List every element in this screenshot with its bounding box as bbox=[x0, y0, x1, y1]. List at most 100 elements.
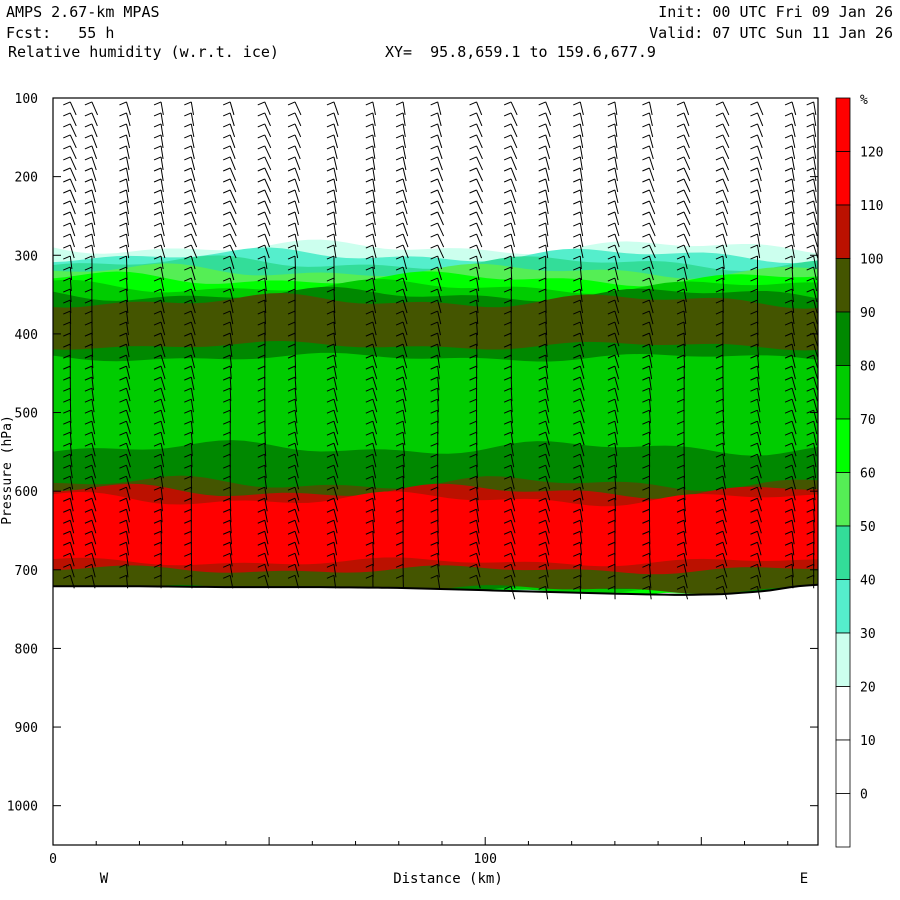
wind-barb-flag bbox=[750, 200, 758, 205]
wind-barb-staff bbox=[648, 586, 652, 600]
wind-barb-flag bbox=[469, 442, 477, 447]
wind-barb-staff bbox=[648, 222, 656, 237]
wind-barb-flag bbox=[469, 486, 477, 491]
wind-barb-flag bbox=[503, 101, 512, 106]
wind-barb-flag bbox=[676, 101, 685, 106]
wind-barb-staff bbox=[757, 509, 762, 523]
wind-barb-flag bbox=[784, 563, 793, 568]
wind-barb-flag bbox=[365, 453, 374, 458]
wind-barb-staff bbox=[125, 233, 130, 248]
wind-barb-staff bbox=[402, 332, 408, 347]
wind-barb-staff bbox=[545, 355, 548, 369]
wind-barb-staff bbox=[437, 200, 444, 215]
wind-barb-staff bbox=[372, 145, 376, 160]
colorbar-label: 30 bbox=[860, 627, 876, 642]
colorbar-label: 20 bbox=[860, 681, 876, 696]
wind-barb-flag bbox=[642, 233, 650, 238]
wind-barb-flag bbox=[365, 354, 374, 359]
wind-barb-flag bbox=[503, 255, 512, 260]
wind-barb-flag bbox=[365, 189, 374, 194]
wind-barb-staff bbox=[160, 454, 165, 468]
wind-barb-staff bbox=[190, 134, 195, 149]
wind-barb-flag bbox=[63, 420, 71, 425]
wind-barb-staff bbox=[579, 112, 584, 127]
wind-barb-staff bbox=[229, 575, 234, 589]
wind-barb-staff bbox=[545, 322, 548, 336]
wind-barb-staff bbox=[437, 366, 440, 380]
wind-barb-flag bbox=[676, 519, 685, 524]
wind-barb-staff bbox=[579, 189, 583, 204]
wind-barb-flag bbox=[715, 156, 724, 161]
wind-barb-flag bbox=[365, 376, 374, 381]
wind-barb-staff bbox=[579, 487, 584, 501]
wind-barb-staff bbox=[160, 321, 166, 336]
wind-barb-staff bbox=[69, 553, 75, 567]
wind-barb-flag bbox=[63, 222, 71, 227]
colorbar-swatch bbox=[835, 97, 851, 152]
wind-barb-flag bbox=[806, 475, 814, 480]
wind-barb-staff bbox=[333, 476, 339, 490]
wind-barb-flag bbox=[642, 409, 650, 414]
wind-barb-staff bbox=[614, 178, 619, 193]
wind-barb-staff bbox=[190, 233, 198, 248]
wind-barb-flag bbox=[503, 299, 512, 304]
wind-barb-flag bbox=[676, 178, 685, 183]
wind-barb-flag bbox=[63, 541, 71, 546]
wind-barb-flag bbox=[153, 222, 162, 227]
wind-barb-flag bbox=[63, 497, 71, 502]
wind-barb-flag bbox=[287, 497, 296, 502]
wind-barb-staff bbox=[683, 520, 687, 534]
wind-barb-staff bbox=[476, 564, 481, 578]
wind-barb-flag bbox=[430, 508, 438, 513]
wind-barb-staff bbox=[722, 289, 724, 303]
wind-barb-flag bbox=[538, 552, 546, 557]
wind-barb-staff bbox=[333, 189, 337, 204]
wind-barb-flag bbox=[607, 233, 616, 238]
wind-barb-flag bbox=[153, 112, 162, 117]
wind-barb-flag bbox=[223, 101, 231, 106]
wind-barb-flag bbox=[257, 277, 265, 282]
wind-barb-staff bbox=[683, 233, 691, 248]
wind-barb-staff bbox=[614, 156, 618, 171]
wind-barb-staff bbox=[510, 145, 518, 160]
wind-barb-flag bbox=[642, 585, 650, 590]
wind-barb-flag bbox=[573, 145, 581, 150]
wind-barb-staff bbox=[372, 189, 376, 204]
wind-barb-flag bbox=[784, 541, 793, 546]
wind-barb-flag bbox=[119, 244, 127, 249]
wind-barb-staff bbox=[91, 498, 97, 512]
wind-barb-staff bbox=[190, 421, 194, 435]
wind-barb-staff bbox=[648, 233, 656, 248]
wind-barb-staff bbox=[614, 388, 619, 402]
wind-barb-staff bbox=[579, 509, 583, 523]
wind-barb-staff bbox=[791, 267, 794, 281]
wind-barb-column bbox=[184, 101, 198, 589]
wind-barb-flag bbox=[365, 211, 374, 216]
wind-barb-staff bbox=[125, 311, 129, 325]
wind-barb-flag bbox=[430, 200, 438, 205]
wind-barb-flag bbox=[153, 508, 162, 513]
wind-barb-flag bbox=[287, 211, 296, 216]
wind-barb-staff bbox=[579, 178, 583, 193]
wind-barb-staff bbox=[648, 564, 652, 578]
wind-barb-staff bbox=[333, 101, 339, 116]
wind-barb-flag bbox=[223, 145, 231, 150]
wind-barb-flag bbox=[365, 277, 374, 282]
wind-barb-flag bbox=[84, 277, 93, 282]
wind-barb-flag bbox=[607, 112, 616, 117]
wind-barb-flag bbox=[257, 145, 265, 150]
wind-barb-staff bbox=[333, 222, 337, 237]
wind-barb-staff bbox=[264, 156, 272, 171]
wind-barb-staff bbox=[648, 156, 655, 171]
wind-barb-staff bbox=[756, 388, 761, 402]
wind-barb-flag bbox=[395, 134, 404, 139]
wind-barb-flag bbox=[573, 233, 581, 238]
wind-barb-flag bbox=[287, 266, 296, 271]
wind-barb-flag bbox=[326, 200, 335, 205]
wind-barb-staff bbox=[437, 288, 442, 303]
wind-barb-flag bbox=[223, 387, 231, 392]
wind-barb-flag bbox=[642, 453, 650, 458]
wind-barb-flag bbox=[430, 563, 438, 568]
wind-barb-flag bbox=[784, 519, 793, 524]
wind-barb-staff bbox=[614, 123, 618, 138]
